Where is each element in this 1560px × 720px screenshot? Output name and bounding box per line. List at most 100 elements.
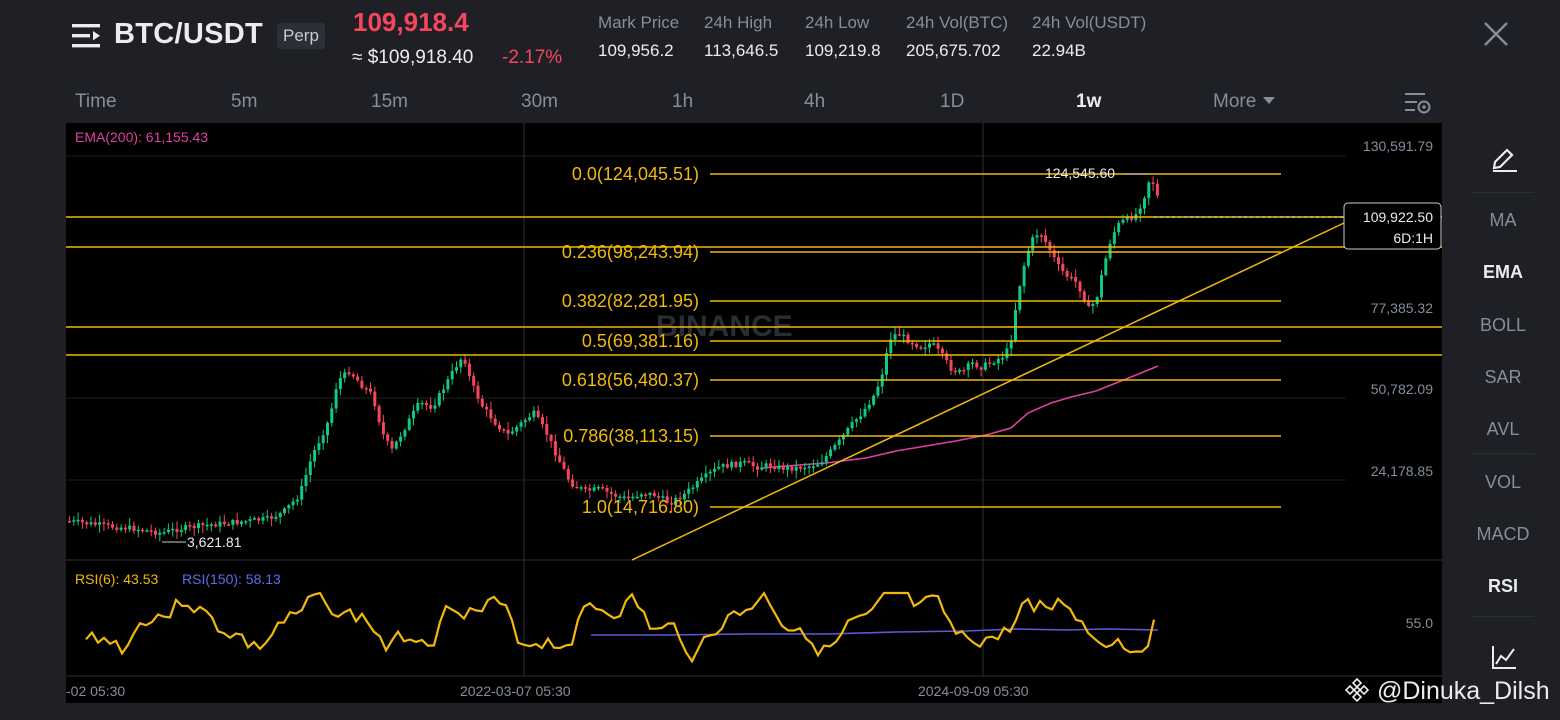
candle-body xyxy=(734,461,738,468)
candle-body xyxy=(227,524,231,526)
fib-level-label: 0.236(98,243.94) xyxy=(562,242,699,262)
candle-body xyxy=(394,441,398,449)
chart-grid xyxy=(66,123,1442,677)
candle-body xyxy=(940,348,944,354)
candle-body xyxy=(218,521,222,527)
candle-body xyxy=(829,449,833,456)
candle-body xyxy=(1014,310,1017,341)
candle-body xyxy=(932,343,936,345)
tab-more-label: More xyxy=(1213,91,1257,112)
indicator-vol[interactable]: VOL xyxy=(1484,472,1522,492)
candle-body xyxy=(231,520,235,525)
candle-body xyxy=(433,405,437,409)
candle-body xyxy=(545,424,549,435)
price-chart[interactable]: BINANCE 0.0(124,045.51) 0.236(98,243.94) 0… xyxy=(66,123,1442,703)
indicator-ema[interactable]: EMA xyxy=(1483,262,1523,282)
candle-body xyxy=(824,456,828,463)
candle-body xyxy=(876,386,880,396)
indicator-ma[interactable]: MA xyxy=(1489,210,1517,230)
tab-4h[interactable]: 4h xyxy=(804,91,826,112)
price-change-percent: -2.17% xyxy=(502,47,563,68)
candle-body xyxy=(300,486,304,500)
candle-body xyxy=(923,347,927,350)
candle-body xyxy=(949,360,953,371)
candle-body xyxy=(149,530,153,532)
line-chart-icon[interactable] xyxy=(1491,644,1517,670)
candle-body xyxy=(910,342,914,345)
candle-body xyxy=(601,487,605,489)
tab-time[interactable]: Time xyxy=(75,91,117,112)
ema-legend: EMA(200): 61,155.43 xyxy=(75,129,208,145)
candle-body xyxy=(678,497,682,500)
candle-body xyxy=(1104,258,1108,276)
author-watermark: @Dinuka_Dilsh xyxy=(1344,677,1550,706)
candle-body xyxy=(248,519,252,522)
indicator-avl[interactable]: AVL xyxy=(1486,419,1520,439)
chart-settings-icon[interactable] xyxy=(1404,90,1432,116)
candle-body xyxy=(1121,219,1125,223)
pair-title[interactable]: BTC/USDT xyxy=(114,18,263,50)
indicator-boll[interactable]: BOLL xyxy=(1479,315,1527,335)
candle-body xyxy=(695,481,699,488)
candle-body xyxy=(261,517,265,521)
candle-body xyxy=(123,527,127,530)
candle-body xyxy=(154,530,157,535)
stat-24h-low: 24h Low 109,219.8 xyxy=(805,13,881,61)
candle-body xyxy=(128,525,132,530)
candle-body xyxy=(953,370,957,373)
stat-value: 205,675.702 xyxy=(906,41,1001,60)
candle-body xyxy=(605,488,609,492)
candle-body xyxy=(966,363,970,370)
candle-body xyxy=(1082,291,1086,302)
candle-body xyxy=(738,461,742,467)
menu-icon[interactable] xyxy=(72,22,102,50)
candle-body xyxy=(485,406,489,410)
candle-body xyxy=(781,465,785,470)
tab-1w[interactable]: 1w xyxy=(1076,91,1102,112)
tab-1h[interactable]: 1h xyxy=(672,91,694,112)
tab-more[interactable]: More xyxy=(1213,91,1276,113)
candle-body xyxy=(618,496,622,499)
candle-body xyxy=(222,521,226,525)
candle-body xyxy=(687,488,691,494)
tab-5m[interactable]: 5m xyxy=(231,91,258,112)
candle-body xyxy=(80,519,84,523)
sidebar-divider xyxy=(1472,616,1534,617)
candle-body xyxy=(842,434,845,440)
stat-value: 22.94B xyxy=(1032,41,1086,60)
candle-body xyxy=(412,410,415,419)
candle-body xyxy=(407,418,411,430)
price-axis-label: 77,385.32 xyxy=(1371,300,1433,316)
candle-body xyxy=(566,468,570,480)
candle-body xyxy=(536,410,540,418)
candle-body xyxy=(1112,232,1116,244)
candle-body xyxy=(403,430,407,437)
candle-body xyxy=(381,422,385,435)
tab-30m[interactable]: 30m xyxy=(521,91,558,112)
candle-body xyxy=(343,372,347,379)
candle-body xyxy=(360,380,364,389)
close-icon[interactable] xyxy=(1482,20,1510,48)
candle-body xyxy=(1074,277,1078,282)
candle-body xyxy=(162,532,166,534)
candle-body xyxy=(820,462,824,465)
candle-body xyxy=(373,391,377,407)
candle-body xyxy=(928,343,931,348)
candle-body xyxy=(854,419,858,422)
timeframe-tabs: Time 5m 15m 30m 1h 4h 1D 1w More xyxy=(66,88,1446,118)
chart-canvas[interactable]: BINANCE 0.0(124,045.51)0.236(98,243.94)0… xyxy=(66,123,1442,703)
pencil-icon[interactable] xyxy=(1491,144,1517,172)
tab-1d[interactable]: 1D xyxy=(940,91,965,112)
indicator-sar[interactable]: SAR xyxy=(1484,367,1522,387)
indicator-macd[interactable]: MACD xyxy=(1476,524,1530,544)
rsi-slow-legend: RSI(150): 58.13 xyxy=(182,571,281,587)
candle-body xyxy=(584,487,587,489)
candle-body xyxy=(549,434,553,442)
tab-15m[interactable]: 15m xyxy=(371,91,408,112)
candle-body xyxy=(897,334,901,336)
candle-body xyxy=(437,393,441,406)
indicator-rsi[interactable]: RSI xyxy=(1487,576,1518,596)
candle-body xyxy=(919,347,923,349)
candle-body xyxy=(571,479,575,487)
candle-body xyxy=(670,502,673,505)
